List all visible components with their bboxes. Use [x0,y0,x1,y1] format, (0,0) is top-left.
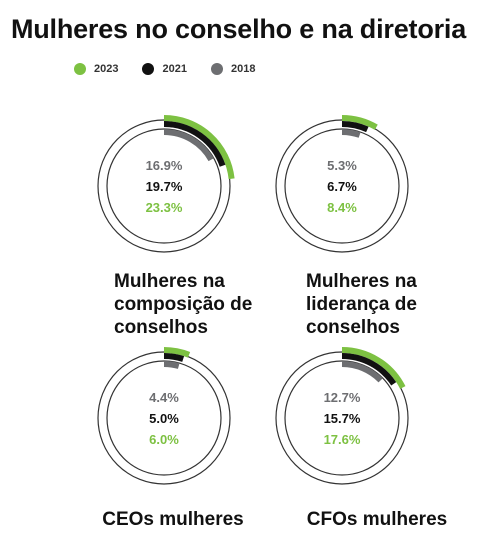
legend-swatch-2021 [142,63,155,75]
guide-ring-outer [275,119,409,253]
value-label-2021: 5.0% [149,411,179,426]
value-label-2023: 6.0% [149,432,179,447]
legend: 2023 2021 2018 [74,60,279,78]
value-label-2021: 19.7% [146,179,183,194]
value-label-2018: 16.9% [146,158,183,173]
arc-2018 [341,129,361,138]
panel-ceos: 4.4% 5.0% 6.0% [97,347,231,485]
panel-label-conselhos: Mulheres na composição de conselhos [114,271,253,338]
value-label-2018: 5.3% [327,158,357,173]
arc-2023 [163,115,235,180]
panel-label-cfos: CFOs mulheres [306,509,448,530]
arc-2021 [163,121,226,167]
panel-conselhos: 16.9% 19.7% 23.3% [97,115,235,253]
arc-2021 [341,353,397,386]
legend-swatch-2023 [74,63,86,75]
panel-label-ceos: CEOs mulheres [102,509,244,530]
legend-swatch-2018 [210,63,223,75]
legend-label-2018: 2018 [230,63,256,75]
chart-title: Mulheres no conselho e na diretoria [10,14,467,44]
legend-item-2018: 2018 [210,63,256,75]
arc-2018 [163,361,180,369]
legend-label-2021: 2021 [162,63,187,75]
arc-2021 [163,352,185,362]
arc-2018 [163,129,214,162]
value-label-2021: 6.7% [327,179,357,194]
guide-ring-inner [284,128,400,244]
value-label-2021: 15.7% [324,411,361,426]
legend-label-2023: 2023 [94,63,119,75]
arc-2023 [341,347,406,389]
value-label-2018: 12.7% [324,390,361,405]
arc-2023 [163,347,191,358]
arc-2021 [341,121,369,133]
value-label-2023: 8.4% [327,200,357,215]
legend-item-2021: 2021 [142,63,187,75]
panel-label-lideranca: Mulheres na liderança de conselhos [306,271,417,338]
legend-item-2023: 2023 [74,63,118,75]
panel-cfos: 12.7% 15.7% 17.6% [275,347,409,485]
arc-2018 [341,361,383,383]
arc-2023 [341,115,378,130]
panel-lideranca: 5.3% 6.7% 8.4% [275,115,409,253]
value-label-2023: 17.6% [324,432,361,447]
value-label-2023: 23.3% [146,200,183,215]
value-label-2018: 4.4% [149,390,179,405]
